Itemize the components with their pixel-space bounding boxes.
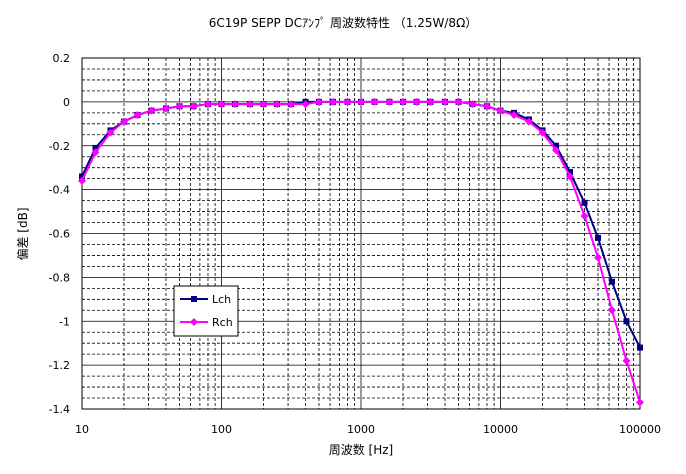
data-point-lch [567, 169, 574, 176]
y-tick-label: -1.4 [49, 403, 70, 416]
data-point-rch [119, 117, 128, 126]
data-point-rch [370, 97, 379, 106]
data-point-rch [510, 111, 519, 120]
data-point-rch [287, 100, 296, 109]
data-point-lch [79, 173, 85, 180]
x-tick-label: 10 [75, 423, 89, 436]
data-point-rch [175, 102, 184, 111]
y-tick-label: -1.2 [49, 359, 70, 372]
data-point-rch [161, 104, 170, 113]
series-rch [78, 97, 644, 407]
data-point-rch [608, 306, 617, 315]
data-point-rch [385, 97, 394, 106]
y-tick-label: 0.2 [53, 52, 71, 65]
data-point-lch [595, 234, 602, 241]
legend-box [173, 285, 239, 337]
data-point-rch [106, 128, 115, 137]
data-point-rch [454, 97, 463, 106]
data-point-rch [217, 100, 226, 109]
data-point-rch [426, 97, 435, 106]
data-point-rch [552, 146, 561, 155]
series-layer [78, 97, 644, 407]
data-point-rch [189, 102, 198, 111]
data-point-rch [566, 172, 575, 181]
data-point-rch [482, 102, 491, 111]
data-point-lch [609, 278, 616, 285]
x-tick-label: 1000 [347, 423, 375, 436]
y-axis-tick-labels: 0.2 0 -0.2 -0.4 -0.6 -0.8 -1 -1.2 -1.4 [49, 52, 70, 416]
x-axis-label: 周波数 [Hz] [329, 442, 394, 457]
data-point-rch [538, 128, 547, 137]
x-tick-label: 100000 [619, 423, 661, 436]
data-point-lch [581, 199, 588, 206]
data-point-lch [637, 344, 643, 351]
x-tick-label: 100 [211, 423, 232, 436]
data-point-rch [203, 100, 212, 109]
chart-title: 6C19P SEPP DCｱﾝﾌﾟ 周波数特性 （1.25W/8Ω） [209, 15, 478, 30]
data-point-rch [398, 97, 407, 106]
legend-label-lch: Lch [212, 293, 231, 306]
data-point-rch [329, 97, 338, 106]
data-point-rch [622, 356, 631, 365]
data-point-rch [273, 100, 282, 109]
legend-marker-lch [191, 296, 197, 302]
data-point-rch [594, 253, 603, 262]
data-point-rch [245, 100, 254, 109]
legend-label-rch: Rch [212, 316, 233, 329]
x-axis-tick-labels: 10 100 1000 10000 100000 [75, 423, 661, 436]
data-point-lch [553, 142, 560, 149]
data-point-rch [468, 100, 477, 109]
data-point-rch [231, 100, 240, 109]
y-tick-label: -1 [59, 315, 70, 328]
data-point-rch [315, 97, 324, 106]
data-point-rch [357, 97, 365, 106]
x-tick-label: 10000 [483, 423, 518, 436]
y-axis-label: 偏差 [dB] [15, 207, 30, 260]
data-point-rch [301, 100, 310, 109]
y-tick-label: -0.8 [49, 271, 70, 284]
data-point-rch [91, 148, 100, 157]
plot-area-frame [81, 57, 641, 410]
data-point-rch [259, 100, 268, 109]
data-point-rch [343, 97, 352, 106]
data-point-rch [78, 176, 86, 185]
data-point-rch [412, 97, 421, 106]
data-point-rch [147, 106, 156, 115]
legend: Lch Rch [173, 285, 239, 337]
data-point-rch [133, 111, 142, 120]
data-point-rch [440, 97, 449, 106]
data-point-rch [580, 211, 589, 220]
data-point-lch [623, 318, 630, 325]
data-point-rch [636, 398, 644, 407]
data-point-lch [92, 144, 99, 151]
y-tick-label: -0.4 [49, 184, 70, 197]
legend-marker-rch [190, 318, 198, 326]
y-tick-label: -0.2 [49, 140, 70, 153]
y-tick-label: 0 [63, 96, 70, 109]
y-tick-label: -0.6 [49, 228, 70, 241]
data-point-rch [496, 106, 505, 115]
data-point-rch [524, 117, 533, 126]
